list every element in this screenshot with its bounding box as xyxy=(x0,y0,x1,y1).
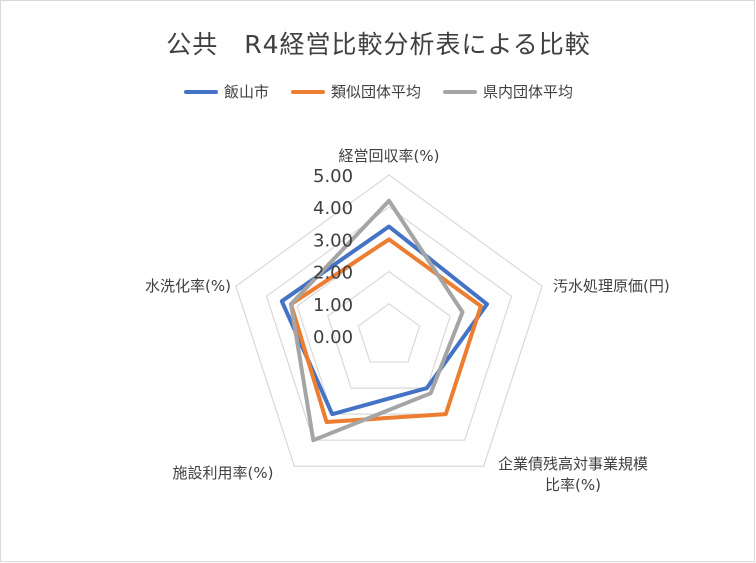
tick-label-5: 5.00 xyxy=(313,166,353,187)
legend-item-similar-average: 類似団体平均 xyxy=(290,81,421,102)
axis-label-3: 施設利用率(%) xyxy=(173,464,274,482)
legend-swatch-iiyama xyxy=(183,89,218,94)
legend-item-prefecture-average: 県内団体平均 xyxy=(443,81,573,102)
legend-item-iiyama: 飯山市 xyxy=(183,81,269,102)
series-line-2 xyxy=(289,198,465,443)
legend-swatch-prefecture-average xyxy=(443,89,477,94)
series-line-1 xyxy=(289,237,483,424)
axis-label-4: 水洗化率(%) xyxy=(145,277,231,295)
grid-ring-4 xyxy=(265,206,513,441)
tick-label-1: 1.00 xyxy=(313,295,353,316)
chart-title: 公共 R4経営比較分析表による比較 xyxy=(166,30,591,59)
legend: 飯山市 類似団体平均 県内団体平均 xyxy=(1,81,756,102)
axis-label-0: 経営回収率(%) xyxy=(339,147,440,165)
grid-ring-2 xyxy=(327,270,451,389)
legend-label-iiyama: 飯山市 xyxy=(223,83,269,101)
tick-label-2: 2.00 xyxy=(313,263,353,284)
axis-label-1: 汚水処理原価(円) xyxy=(553,277,670,295)
tick-label-3: 3.00 xyxy=(313,230,353,251)
series-line-0 xyxy=(279,224,489,417)
tick-label-4: 4.00 xyxy=(313,198,353,219)
legend-label-similar-average: 類似団体平均 xyxy=(330,83,421,101)
grid-ring-1 xyxy=(357,303,421,363)
axis-label-2: 企業債残高対事業規模比率(%) xyxy=(498,455,648,494)
legend-swatch-similar-average xyxy=(290,89,325,94)
tick-label-0: 0.00 xyxy=(313,327,353,348)
grid-ring-5 xyxy=(235,174,543,467)
legend-label-prefecture-average: 県内団体平均 xyxy=(483,83,574,101)
